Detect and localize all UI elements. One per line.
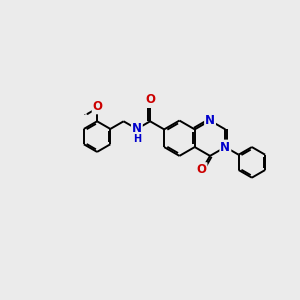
Text: methoxy: methoxy (84, 114, 90, 115)
Text: N: N (132, 122, 142, 135)
Text: H: H (134, 134, 142, 144)
Text: O: O (93, 100, 103, 113)
Text: N: N (220, 141, 230, 154)
Text: O: O (196, 163, 206, 176)
Text: N: N (205, 114, 215, 127)
Text: O: O (145, 93, 155, 106)
